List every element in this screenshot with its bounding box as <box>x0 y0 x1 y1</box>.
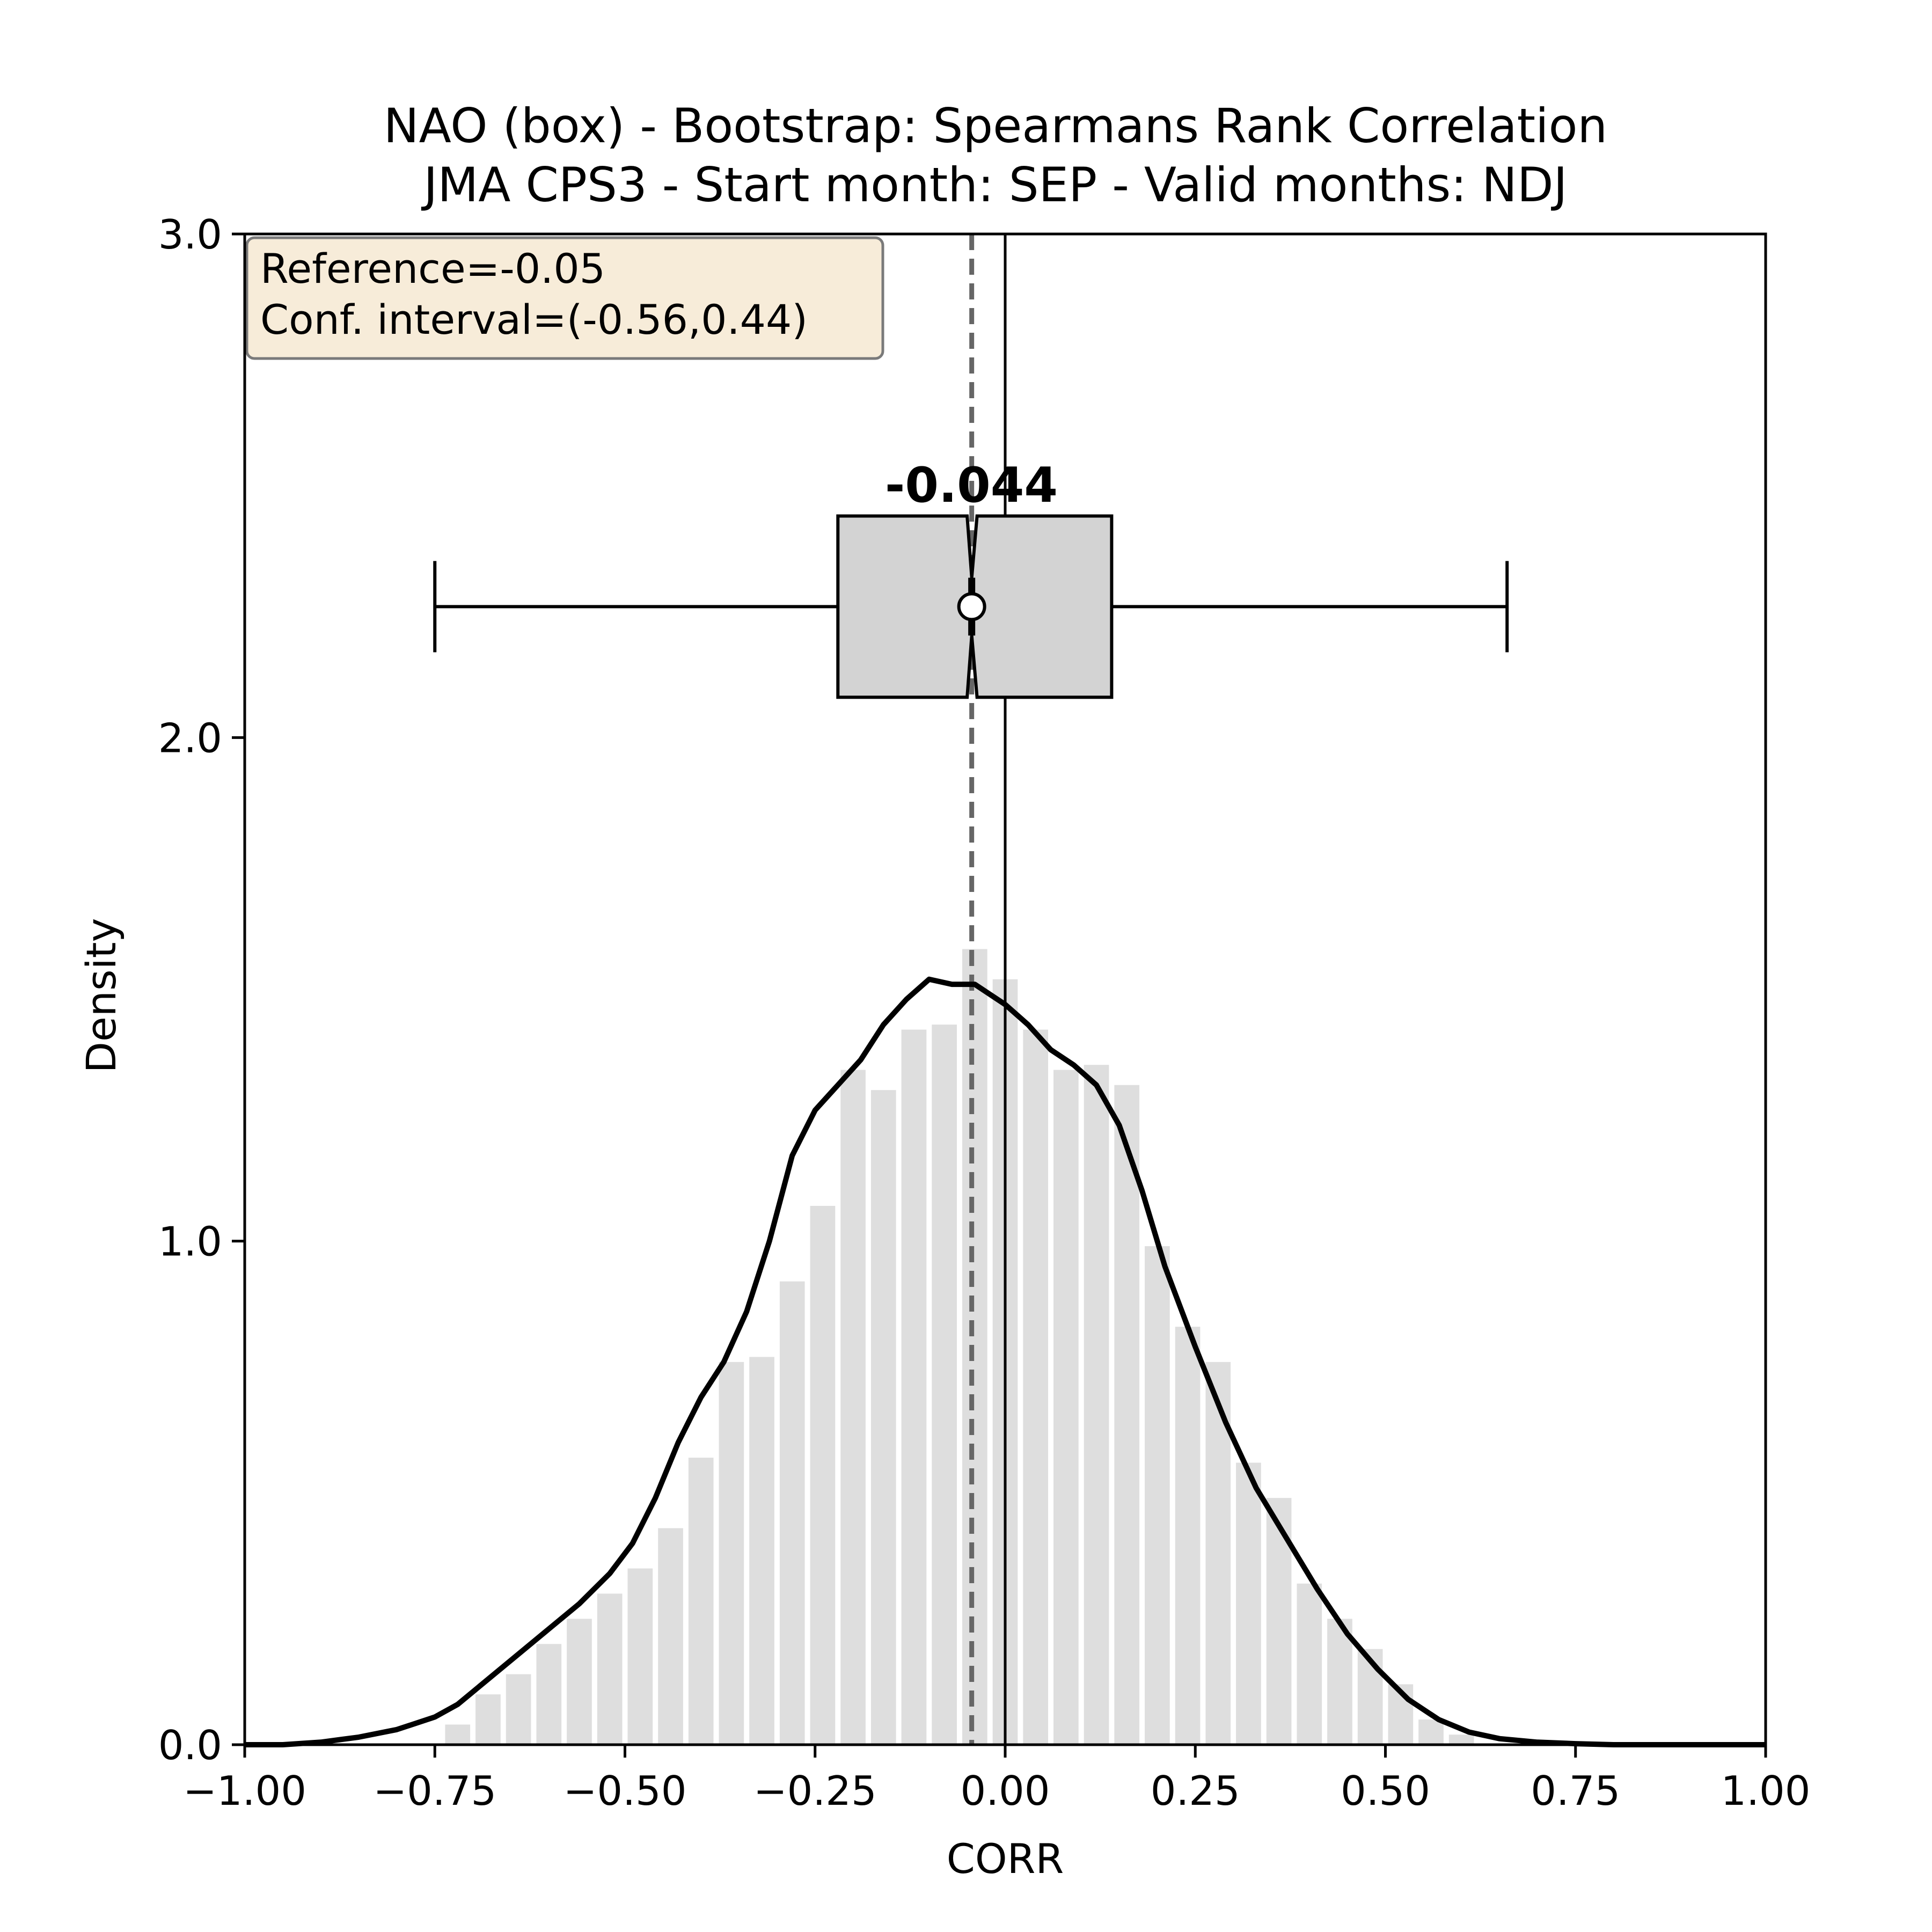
reference-lines <box>969 234 1007 1745</box>
x-tick-label: 0.25 <box>1151 1767 1240 1814</box>
x-tick-label: −1.00 <box>183 1767 306 1814</box>
histogram-bar <box>1357 1649 1383 1745</box>
info-box: Reference=-0.05 Conf. interval=(-0.56,0.… <box>245 236 884 360</box>
histogram-bar <box>779 1281 805 1745</box>
boxplot <box>433 514 1509 699</box>
x-tick-label: 1.00 <box>1721 1767 1811 1814</box>
x-tick-label: 0.00 <box>961 1767 1050 1814</box>
histogram-bar <box>1418 1719 1444 1745</box>
histogram-bar <box>627 1568 653 1745</box>
histogram-bars <box>445 949 1474 1745</box>
x-tick-label: 0.75 <box>1531 1767 1620 1814</box>
histogram-bar <box>840 1070 866 1745</box>
mean-marker <box>957 592 986 621</box>
histogram-bar <box>719 1362 744 1745</box>
y-tick-label: 1.0 <box>158 1218 222 1265</box>
histogram-bar <box>597 1593 623 1745</box>
histogram-bar <box>932 1024 957 1745</box>
y-axis-label: Density <box>77 918 125 1073</box>
histogram-bar <box>536 1644 562 1745</box>
histogram-bar <box>506 1674 531 1745</box>
info-reference: Reference=-0.05 <box>260 245 605 292</box>
histogram-bar <box>901 1029 927 1745</box>
histogram-bar <box>1266 1498 1292 1745</box>
histogram-bar <box>658 1528 683 1745</box>
histogram-bar <box>1175 1327 1201 1745</box>
median-value-label: -0.044 <box>885 457 1058 514</box>
y-tick-label: 0.0 <box>158 1722 222 1769</box>
histogram-bar <box>1448 1735 1474 1745</box>
y-tick-label: 2.0 <box>158 714 222 762</box>
histogram-bar <box>445 1724 471 1745</box>
y-tick-label: 3.0 <box>158 211 222 258</box>
histogram-bar <box>1114 1085 1140 1745</box>
histogram-bar <box>1023 1029 1049 1745</box>
x-tick-label: −0.50 <box>564 1767 687 1814</box>
histogram-bar <box>688 1458 714 1745</box>
histogram-bar <box>1297 1583 1322 1745</box>
histogram-bar <box>810 1205 836 1745</box>
histogram-bar <box>567 1619 592 1745</box>
x-axis: −1.00 −0.75 −0.50 −0.25 0.00 0.25 0.50 0.75 1.00 <box>183 1745 1811 1814</box>
histogram-bar <box>749 1357 774 1745</box>
chart-subtitle: JMA CPS3 - Start month: SEP - Valid mont… <box>421 157 1567 213</box>
info-box-background <box>245 236 884 360</box>
histogram-bar <box>1145 1246 1170 1745</box>
info-conf-interval: Conf. interval=(-0.56,0.44) <box>260 296 808 343</box>
histogram-bar <box>870 1090 896 1745</box>
y-axis: 0.0 1.0 2.0 3.0 <box>158 211 245 1769</box>
x-tick-label: 0.50 <box>1341 1767 1430 1814</box>
histogram-bar <box>1236 1462 1261 1745</box>
histogram-bar <box>1084 1065 1109 1745</box>
histogram-bar <box>1053 1070 1079 1745</box>
kde-curve <box>245 976 1766 1747</box>
x-axis-label: CORR <box>947 1835 1064 1883</box>
histogram-bar <box>1327 1619 1352 1745</box>
x-tick-label: −0.75 <box>373 1767 496 1814</box>
histogram-bar <box>475 1694 501 1745</box>
histogram-bar <box>962 949 987 1745</box>
x-tick-label: −0.25 <box>753 1767 877 1814</box>
kde-curve-group <box>245 976 1766 1747</box>
chart-title: NAO (box) - Bootstrap: Spearmans Rank Co… <box>384 98 1607 153</box>
